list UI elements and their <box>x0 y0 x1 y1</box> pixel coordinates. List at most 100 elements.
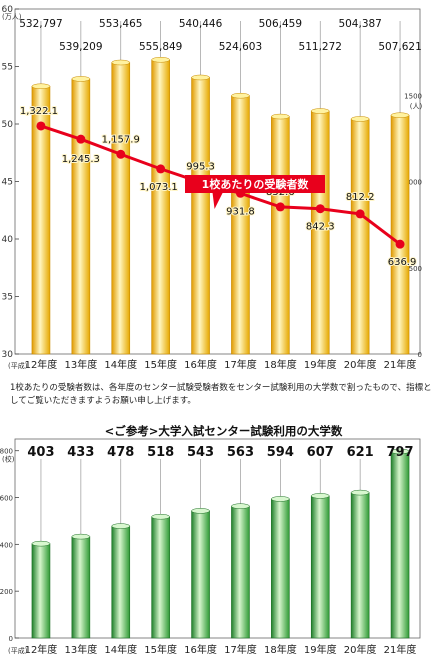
y-tick-label: 35 <box>2 293 13 303</box>
x-tick-label: 21年度 <box>384 643 417 656</box>
series-point-label: 931.8 <box>226 206 255 217</box>
bar <box>111 525 131 639</box>
universities-chart: 0 200 400 600 800(校) 403 433 478 518 543 563 594 60… <box>0 438 421 656</box>
series-point-label: 995.3 <box>186 161 215 172</box>
bar-top <box>71 533 91 540</box>
x-tick-label: 21年度 <box>384 358 417 371</box>
bar-value-label: 433 <box>67 445 94 460</box>
bar-top <box>191 74 210 81</box>
bar-value-label: 555,849 <box>139 41 182 53</box>
bar <box>390 114 410 355</box>
series-callout-pointer <box>212 193 223 209</box>
x-tick-label: 18年度 <box>264 643 297 656</box>
bar-value-label: 539,209 <box>59 41 102 53</box>
x-tick-label: 19年度 <box>304 358 337 371</box>
bar <box>271 498 290 639</box>
y-unit-label: (校) <box>2 455 15 464</box>
bar-value-label: 594 <box>267 445 294 460</box>
bar <box>191 77 210 355</box>
series-callout-box <box>185 175 325 193</box>
bar-value-label: 607 <box>307 445 334 460</box>
series-point-label: 1,322.1 <box>20 106 58 117</box>
bar-top <box>390 448 410 455</box>
bar-top <box>31 540 51 547</box>
x-prefix-label: (平成) <box>8 361 28 370</box>
bar-top <box>350 116 370 122</box>
bar <box>390 451 410 639</box>
bar-value-label: 621 <box>347 445 374 460</box>
series-point <box>275 202 285 212</box>
y2-tick-label: 0 <box>418 351 422 359</box>
series-point <box>116 149 126 159</box>
bar-top <box>271 496 290 502</box>
bar-value-label: 524,603 <box>219 41 262 53</box>
bar <box>151 59 170 355</box>
y-tick-label: 50 <box>2 120 14 130</box>
reference-chart-title: <ご参考>大学入試センター試験利用の大学数 <box>104 424 343 438</box>
y-tick-label: 45 <box>2 178 13 188</box>
x-tick-label: 12年度 <box>25 643 58 656</box>
series-point-label: 842.3 <box>306 222 335 233</box>
bar-value-label: 563 <box>227 445 254 460</box>
bar-top <box>231 92 250 99</box>
bar-value-label: 543 <box>187 445 214 460</box>
x-tick-label: 15年度 <box>144 358 177 371</box>
bar-top <box>271 113 290 120</box>
bar-value-label: 504,387 <box>338 18 381 30</box>
bar-value-label: 532,797 <box>19 18 62 30</box>
bar-value-label: 518 <box>147 445 174 460</box>
y-tick-label: 55 <box>2 63 13 73</box>
bar <box>271 116 290 355</box>
series-point-label: 1,157.9 <box>102 134 140 145</box>
series-point <box>315 204 325 214</box>
bar-value-label: 553,465 <box>99 18 142 30</box>
bar-top <box>151 513 170 520</box>
y-tick-label: 200 <box>0 588 13 596</box>
x-tick-label: 13年度 <box>64 643 97 656</box>
series-point <box>156 164 166 174</box>
x-tick-label: 17年度 <box>224 358 257 371</box>
x-tick-label: 14年度 <box>104 643 137 656</box>
x-tick-label: 13年度 <box>64 358 97 371</box>
bar-top <box>111 59 130 66</box>
x-tick-label: 20年度 <box>344 643 377 656</box>
x-tick-label: 20年度 <box>344 358 377 371</box>
x-tick-label: 15年度 <box>144 643 177 656</box>
y-tick-label: 400 <box>0 541 13 549</box>
series-point-label: 1,245.3 <box>62 154 100 165</box>
y-tick-label: 60 <box>2 5 14 15</box>
x-tick-label: 16年度 <box>184 358 217 371</box>
bar-top <box>151 57 170 63</box>
bar-top <box>390 112 410 118</box>
y2-tick-label: 1000 <box>404 179 422 187</box>
x-tick-label: 16年度 <box>184 643 217 656</box>
bar <box>231 505 250 639</box>
y2-tick-label: 500 <box>409 265 422 273</box>
bar <box>71 536 91 639</box>
bar-top <box>191 508 210 514</box>
bar-value-label: 506,459 <box>259 18 302 30</box>
y2-tick-label: 1500 <box>404 92 422 100</box>
bar-value-label: 478 <box>107 445 134 460</box>
y2-unit-label: (人) <box>410 102 423 110</box>
bar-value-label: 797 <box>386 445 413 460</box>
bar <box>31 543 51 639</box>
x-tick-label: 17年度 <box>224 643 257 656</box>
y-tick-label: 800 <box>0 448 13 456</box>
bar <box>151 516 170 639</box>
bar <box>191 510 210 639</box>
bar-value-label: 403 <box>27 445 54 460</box>
bar <box>111 62 131 355</box>
series-point-label: 636.9 <box>388 257 417 268</box>
bar <box>350 118 370 355</box>
bar-top <box>231 503 250 509</box>
y-tick-label: 40 <box>2 235 14 245</box>
y-tick-label: 30 <box>2 350 14 360</box>
x-tick-label: 14年度 <box>104 358 137 371</box>
series-point-label: 1,073.1 <box>140 182 178 193</box>
bar-value-label: 507,621 <box>378 41 421 53</box>
x-tick-label: 19年度 <box>304 643 337 656</box>
series-legend-label: 1校あたりの受験者数 <box>202 177 310 191</box>
series-point-label: 812.2 <box>346 192 375 203</box>
bar-top <box>311 493 330 499</box>
